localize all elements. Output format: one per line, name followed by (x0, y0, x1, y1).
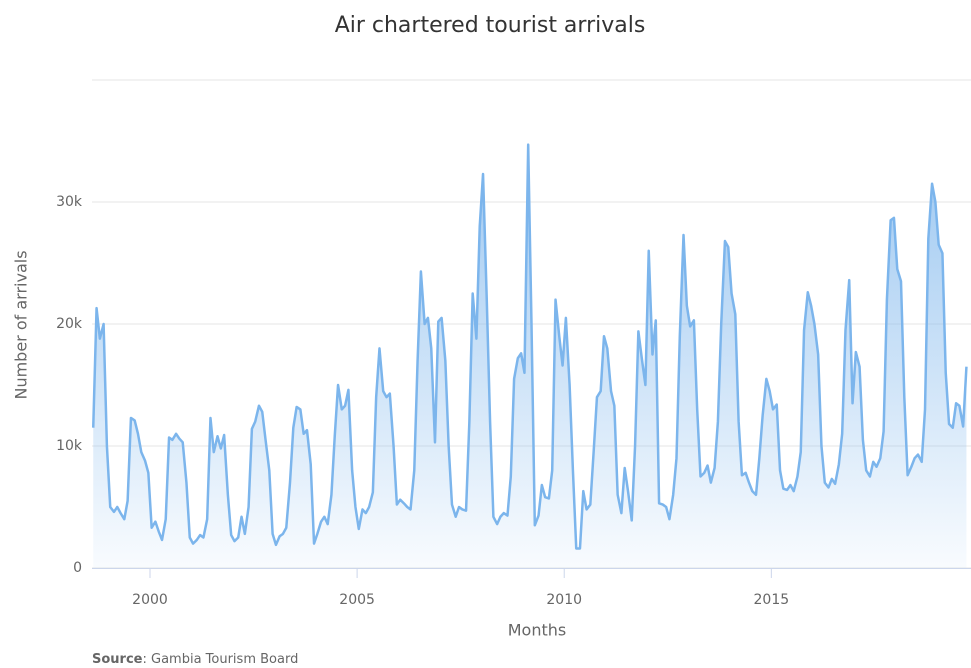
credit-text: : Gambia Tourism Board (142, 652, 298, 667)
x-tick-label: 2015 (754, 592, 790, 608)
chart-title: Air chartered tourist arrivals (335, 13, 646, 38)
area-line (92, 143, 968, 550)
x-tick-label: 2010 (546, 592, 582, 608)
area-fill (93, 144, 967, 568)
y-tick-label: 20k (56, 316, 83, 332)
x-tick-label: 2000 (132, 592, 168, 608)
y-axis-title: Number of arrivals (12, 250, 31, 399)
y-tick-label: 30k (56, 194, 83, 210)
x-tick-label: 2005 (339, 592, 375, 608)
y-tick-label: 0 (73, 560, 82, 576)
credit-label: Source (92, 652, 143, 667)
x-axis-title: Months (508, 621, 566, 640)
y-tick-label: 10k (56, 438, 83, 454)
credit: Source: Gambia Tourism Board (92, 652, 298, 667)
